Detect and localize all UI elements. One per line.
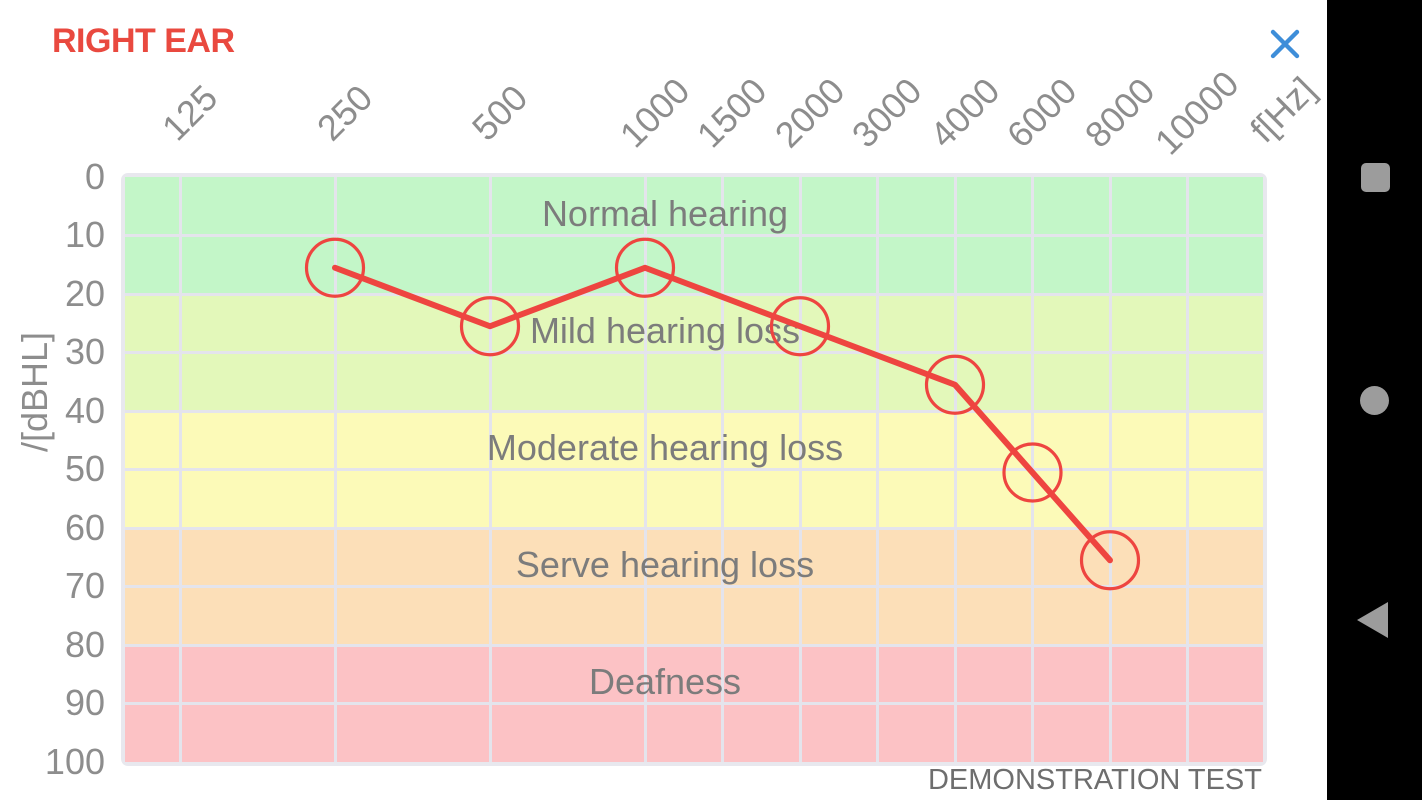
band-label: Deafness: [588, 661, 742, 702]
y-tick-label: 20: [64, 273, 105, 314]
y-tick-label: 60: [64, 507, 105, 548]
gridline-horizontal: [125, 351, 1263, 354]
y-tick-label: 50: [64, 448, 105, 489]
x-axis-unit-label: f[Hz]: [1241, 68, 1324, 151]
band-label: Moderate hearing loss: [486, 427, 844, 468]
home-button-icon[interactable]: [1360, 386, 1389, 415]
x-tick-label: 500: [463, 76, 536, 149]
x-tick-label: 8000: [1076, 69, 1163, 156]
y-tick-label: 100: [44, 741, 105, 782]
back-button-icon[interactable]: [1357, 602, 1388, 638]
audiogram-plot-area: Normal hearing Mild hearing loss Moderat…: [121, 173, 1267, 766]
y-tick-label: 40: [64, 390, 105, 431]
x-tick-label: 125: [153, 76, 226, 149]
close-icon: [1270, 29, 1300, 59]
android-nav-bar: [1327, 0, 1422, 800]
gridline-horizontal: [125, 409, 1263, 413]
data-point-marker: [459, 296, 521, 357]
x-tick-label: 1000: [611, 69, 698, 156]
data-point-marker: [1002, 442, 1063, 503]
y-tick-label: 30: [64, 331, 105, 372]
gridline-horizontal: [125, 643, 1263, 647]
x-tick-label: 6000: [998, 69, 1085, 156]
gridline-horizontal: [125, 292, 1263, 296]
gridline-horizontal: [125, 468, 1263, 471]
y-tick-label: 70: [64, 565, 105, 606]
y-tick-label: 10: [64, 214, 105, 255]
y-axis-unit-label: /[dBHL]: [14, 331, 55, 453]
close-button[interactable]: [1267, 26, 1303, 62]
data-point-marker: [769, 296, 831, 357]
threshold-polyline: [332, 264, 1113, 564]
demo-watermark: DEMONSTRATION TEST: [927, 764, 1262, 796]
band-label: Normal hearing: [541, 193, 789, 234]
band-label: Mild hearing loss: [529, 310, 801, 351]
x-tick-label: 4000: [921, 69, 1008, 156]
x-tick-label: 3000: [843, 69, 930, 156]
x-tick-label: 1500: [688, 69, 775, 156]
y-tick-label: 90: [64, 682, 105, 723]
data-point-marker: [924, 354, 986, 415]
y-tick-label: 80: [64, 624, 105, 665]
band-label: Serve hearing loss: [515, 544, 815, 585]
y-tick-label: 0: [84, 156, 105, 197]
x-tick-label: 250: [308, 76, 381, 149]
gridline-horizontal: [125, 526, 1263, 530]
gridline-horizontal: [125, 702, 1263, 705]
data-point-marker: [304, 237, 366, 298]
recents-button-icon[interactable]: [1361, 163, 1390, 192]
x-tick-label: 10000: [1146, 62, 1247, 163]
data-point-marker: [1079, 530, 1141, 591]
x-tick-label: 2000: [766, 69, 853, 156]
page-title: RIGHT EAR: [52, 22, 235, 60]
threshold-line-chart: [304, 237, 1141, 591]
data-point-marker: [614, 237, 676, 298]
gridline-horizontal: [125, 234, 1263, 237]
gridline-horizontal: [125, 585, 1263, 588]
